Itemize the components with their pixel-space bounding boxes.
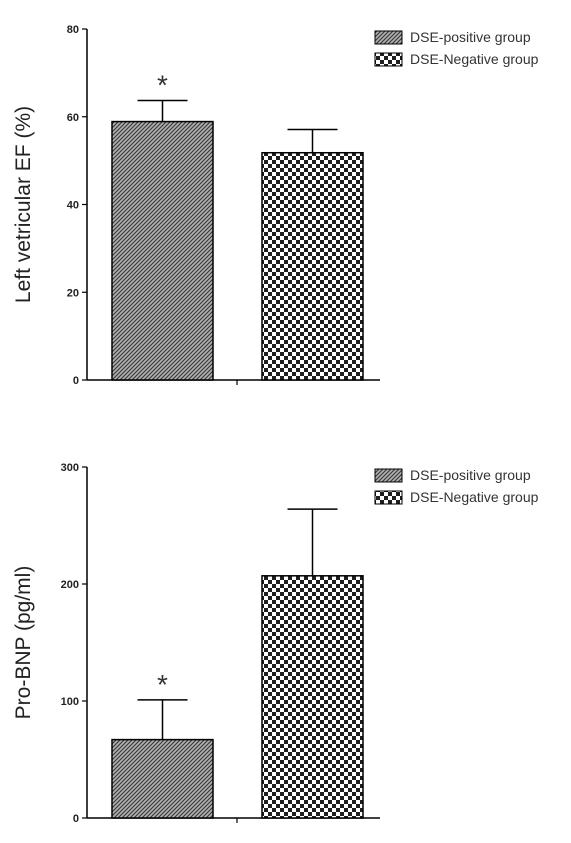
y-tick-label: 0 [73,375,79,387]
legend-swatch [374,490,403,505]
chart-panel-ef: 0 20 40 60 80 Left vetricular EF (%) * DSE-posi… [12,24,539,387]
y-axis-label: Left vetricular EF (%) [12,106,35,303]
legend-label: DSE-Negative group [410,489,539,505]
y-axis-label: Pro-BNP (pg/ml) [12,566,35,720]
bar [261,575,364,819]
significance-marker: * [157,669,168,700]
y-tick-label: 40 [67,200,79,212]
y-tick-label: 60 [67,112,79,124]
y-tick-label: 300 [61,462,79,474]
y-tick-label: 100 [61,696,79,708]
bar [111,738,214,819]
legend-label: DSE-Negative group [410,51,539,67]
y-tick-label: 200 [61,579,79,591]
legend-label: DSE-positive group [410,29,531,45]
y-tick-label: 20 [67,287,79,299]
significance-marker: * [157,70,168,101]
chart-panel-probnp: 0 100 200 300 Pro-BNP (pg/ml) * DSE-positive g… [12,462,539,825]
y-tick-label: 0 [73,813,79,825]
y-tick-label: 80 [67,24,79,36]
legend-swatch [374,468,403,483]
legend-swatch [374,52,403,67]
bar [261,151,364,381]
bar [111,120,214,381]
legend-swatch [374,30,403,45]
legend-label: DSE-positive group [410,467,531,483]
